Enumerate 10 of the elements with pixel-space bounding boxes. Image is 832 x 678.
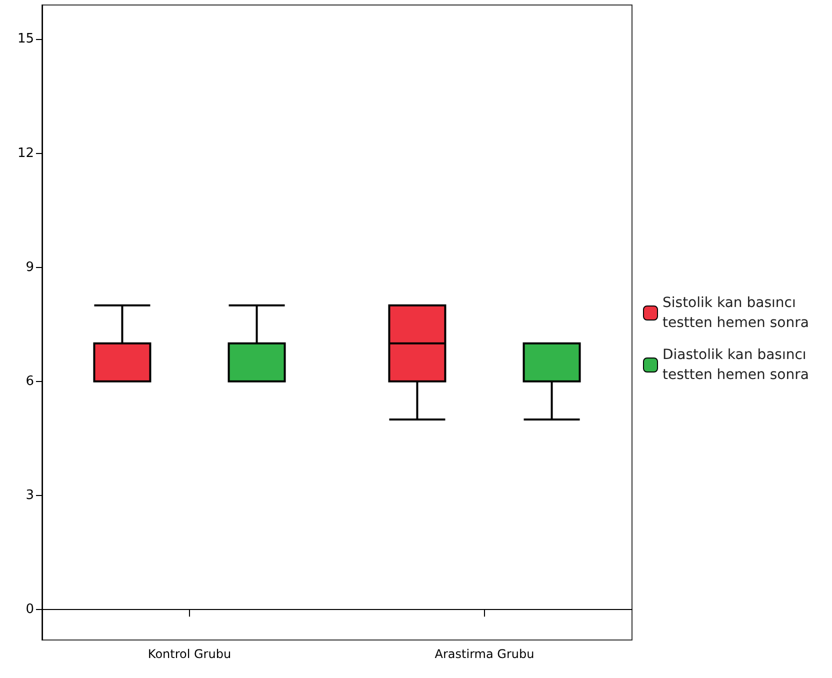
x-tick-label: Arastirma Grubu xyxy=(434,647,534,661)
y-tick-label: 9 xyxy=(26,260,34,275)
legend-label: Diastolik kan basıncı testten hemen sonra xyxy=(662,347,811,383)
x-tick-label: Kontrol Grubu xyxy=(148,647,232,661)
y-tick-label: 3 xyxy=(26,488,34,504)
legend-label: Sistolik kan basıncı testten hemen sonra xyxy=(662,295,809,331)
y-tick-label: 12 xyxy=(17,146,34,161)
y-tick-label: 15 xyxy=(17,32,34,47)
y-tick-label: 6 xyxy=(26,374,34,389)
y-tick-label: 0 xyxy=(26,602,34,618)
